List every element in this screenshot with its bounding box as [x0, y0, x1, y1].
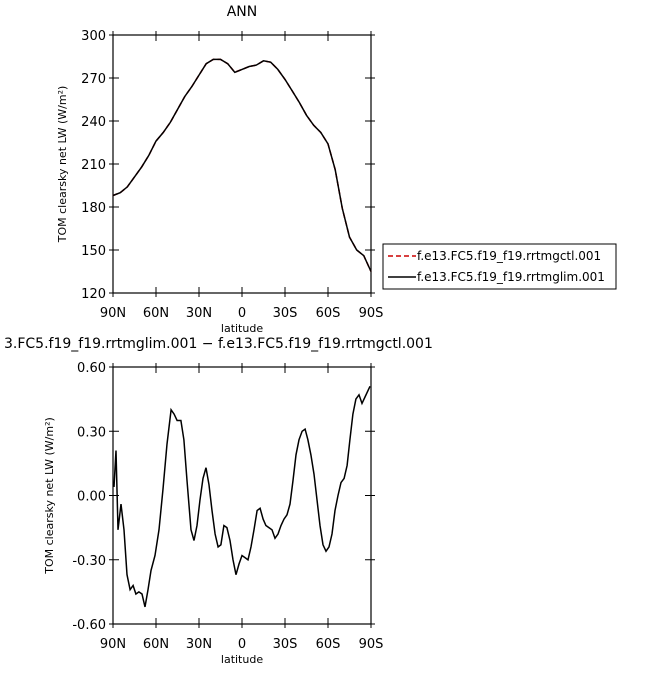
- x-tick-label: 90N: [100, 306, 126, 321]
- x-tick-label: 30N: [186, 306, 212, 321]
- x-tick-label: 90S: [359, 637, 384, 652]
- y-tick-label: 120: [81, 287, 106, 302]
- x-tick-label: 90N: [100, 637, 126, 652]
- plot-frame: [112, 366, 372, 625]
- y-axis-label: TOM clearsky net LW (W/m²): [56, 86, 69, 244]
- x-tick-label: 90S: [359, 306, 384, 321]
- x-tick-label: 60N: [143, 306, 169, 321]
- series-line: [112, 58, 372, 272]
- plot-frame: [112, 34, 372, 294]
- x-tick-label: 60N: [143, 637, 169, 652]
- x-tick-label: 0: [238, 637, 246, 652]
- y-tick-label: 150: [81, 244, 106, 259]
- x-tick-label: 60S: [316, 306, 341, 321]
- x-tick-label: 30S: [273, 637, 298, 652]
- y-tick-label: -0.60: [72, 618, 106, 633]
- y-tick-label: 180: [81, 201, 106, 216]
- y-tick-label: -0.30: [72, 554, 106, 569]
- series-line: [112, 58, 372, 272]
- y-tick-label: 210: [81, 158, 106, 173]
- x-tick-label: 30S: [273, 306, 298, 321]
- y-axis-label: TOM clearsky net LW (W/m²): [43, 417, 56, 575]
- legend-box: [382, 243, 617, 290]
- legend-label: f.e13.FC5.f19_f19.rrtmglim.001: [417, 270, 605, 284]
- chart-title: 3.FC5.f19_f19.rrtmglim.001 − f.e13.FC5.f…: [4, 336, 433, 352]
- y-tick-label: 240: [81, 115, 106, 130]
- y-tick-label: 0.30: [77, 425, 106, 440]
- x-tick-label: 60S: [316, 637, 341, 652]
- y-tick-label: 270: [81, 72, 106, 87]
- x-tick-label: 30N: [186, 637, 212, 652]
- y-tick-label: 0.60: [77, 361, 106, 376]
- y-tick-label: 300: [81, 29, 106, 44]
- chart-title: ANN: [227, 4, 258, 20]
- x-tick-label: 0: [238, 306, 246, 321]
- legend-label: f.e13.FC5.f19_f19.rrtmgctl.001: [417, 249, 601, 263]
- x-axis-label: latitude: [221, 653, 263, 666]
- series-line: [113, 385, 371, 608]
- x-axis-label: latitude: [221, 322, 263, 335]
- y-tick-label: 0.00: [77, 490, 106, 505]
